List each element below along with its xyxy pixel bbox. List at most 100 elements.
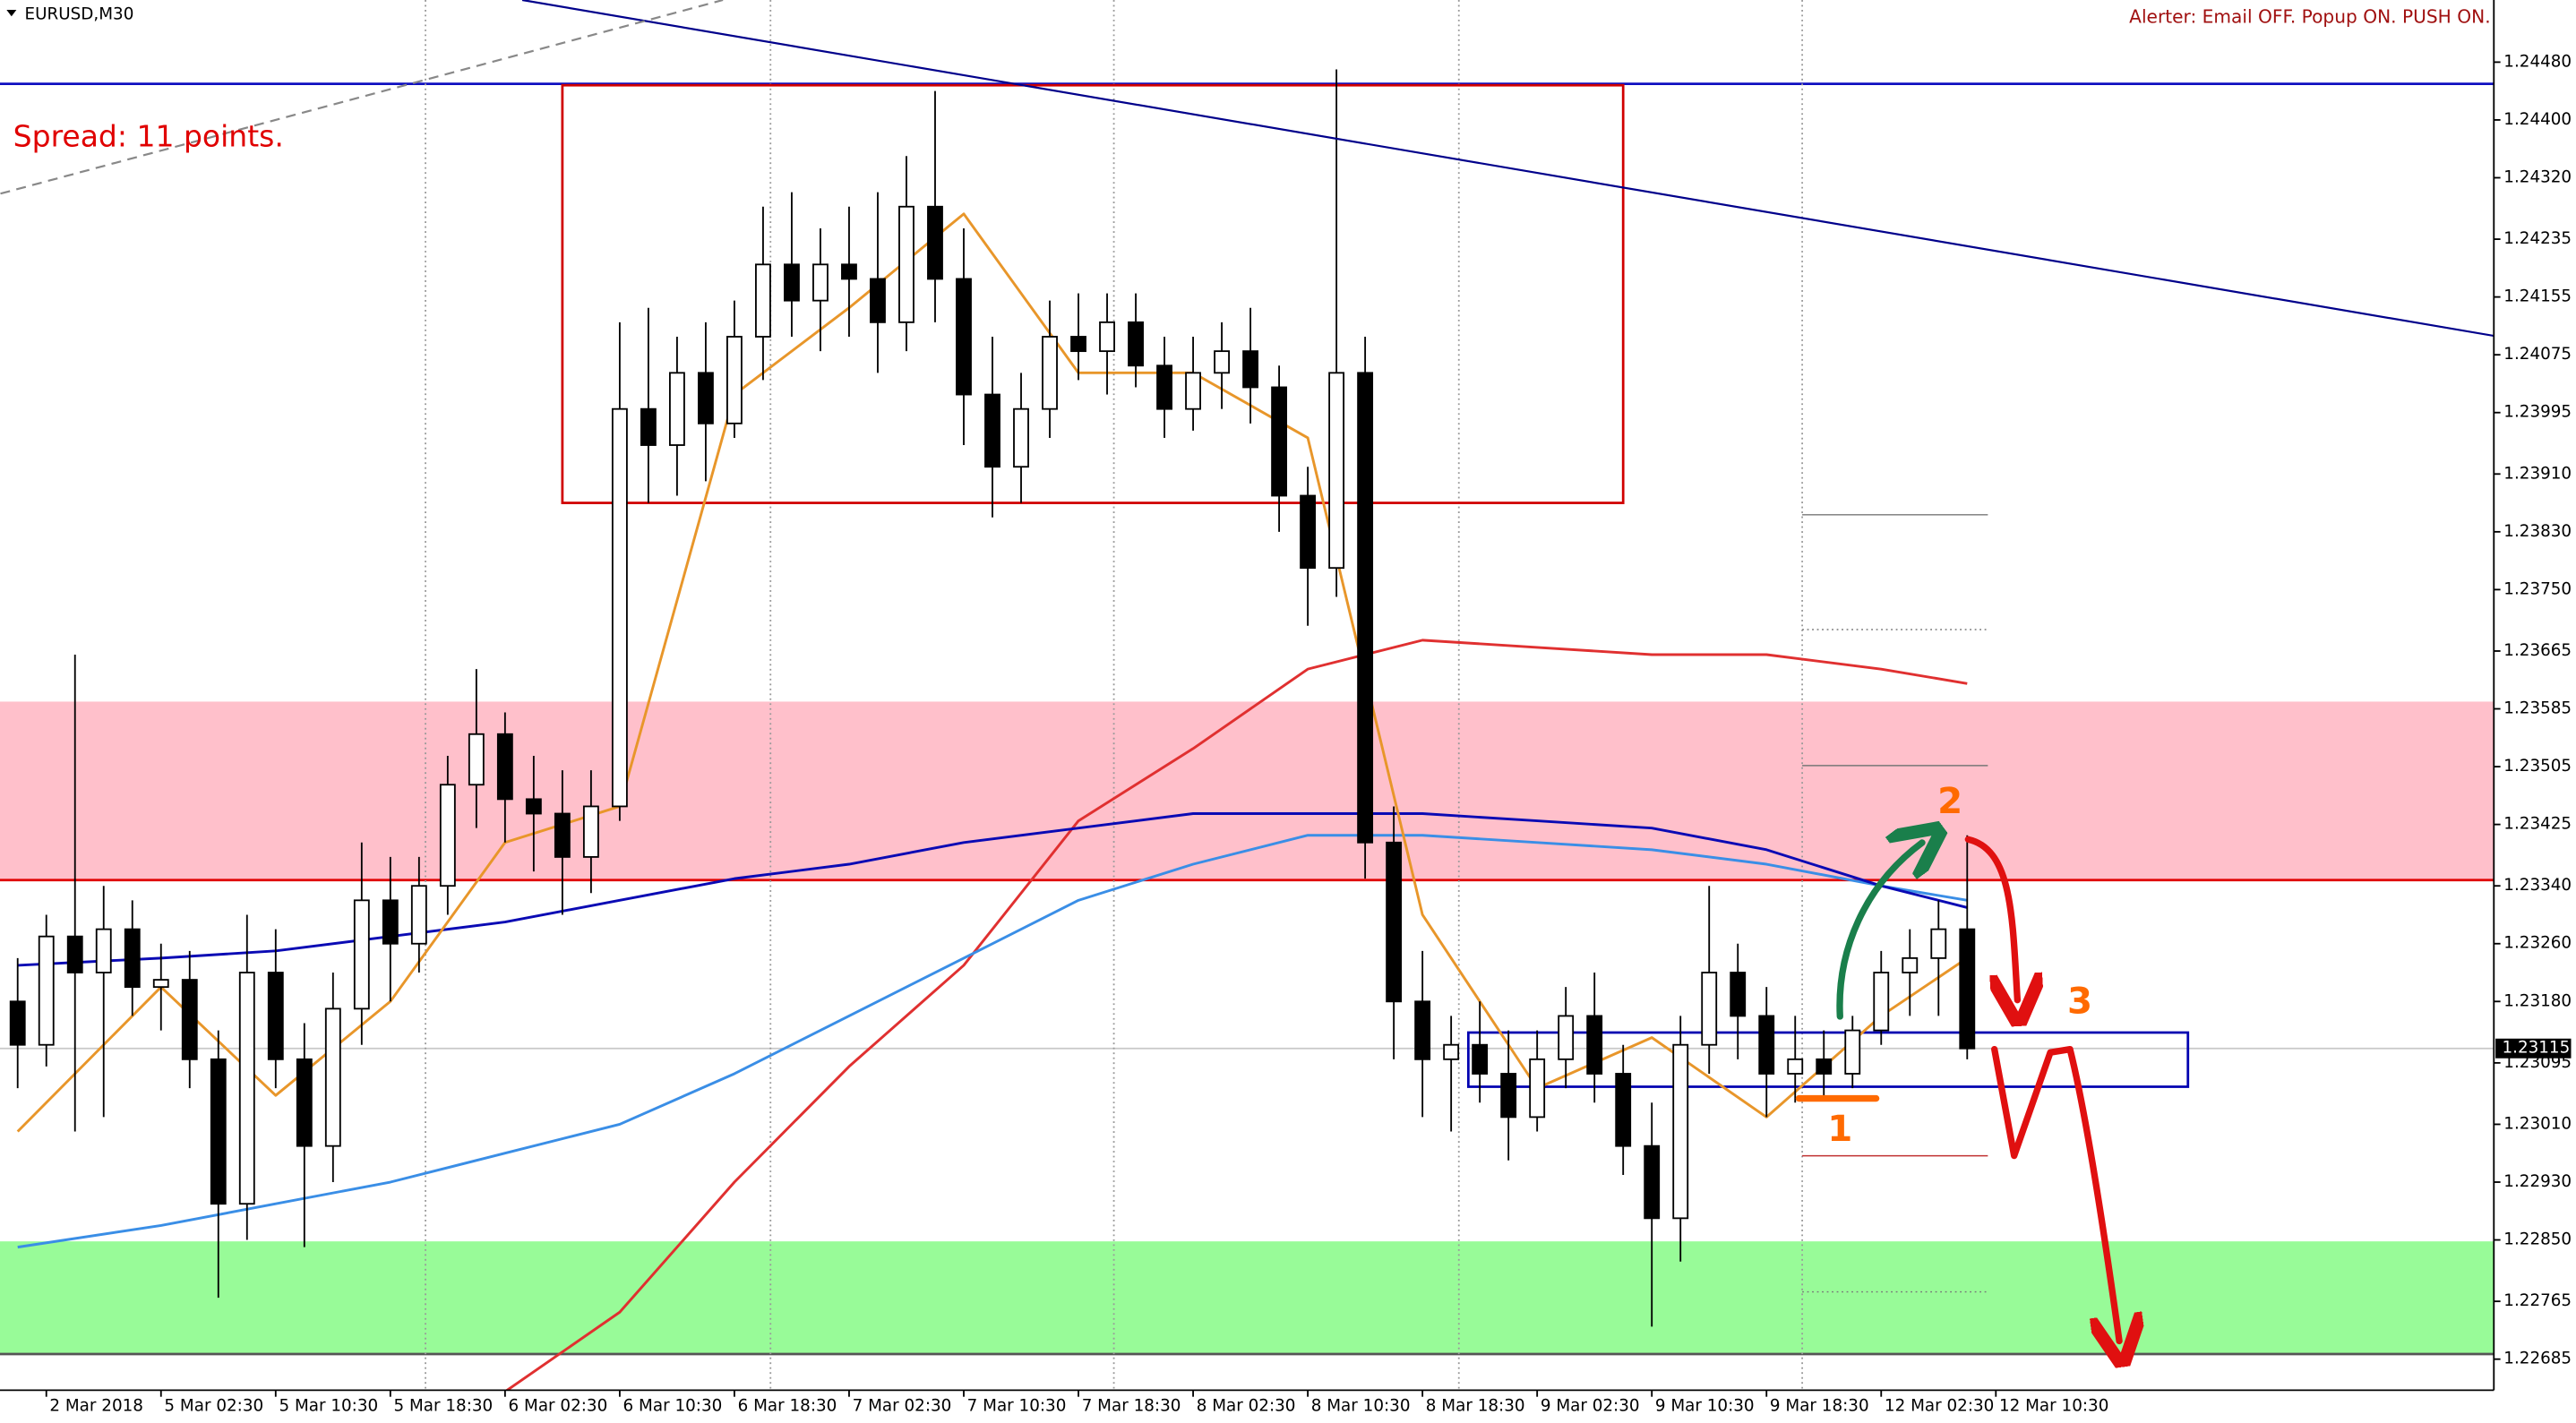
candle-body <box>1558 1015 1575 1060</box>
candle-body <box>1816 1058 1833 1075</box>
candle-body <box>898 205 914 323</box>
candle-body <box>1414 1000 1431 1060</box>
candle-body <box>1902 956 1919 973</box>
candle-body <box>410 885 427 945</box>
y-tick-label: 1.24155 <box>2503 287 2572 306</box>
candle-body <box>66 935 83 973</box>
candle-body <box>1730 972 1747 1017</box>
candle-body <box>1013 407 1029 468</box>
candle-body <box>1300 494 1317 570</box>
candle-body <box>1042 336 1058 410</box>
candle-body <box>1529 1058 1546 1119</box>
y-tick-label: 1.24400 <box>2503 110 2572 129</box>
x-tick-label: 12 Mar 10:30 <box>1999 1397 2108 1416</box>
candle-body <box>124 928 141 989</box>
y-tick-label: 1.22685 <box>2503 1350 2572 1368</box>
x-tick-label: 6 Mar 02:30 <box>509 1397 608 1416</box>
candle-body <box>582 805 599 858</box>
annotation-number: 1 <box>1827 1108 1852 1150</box>
x-tick-label: 8 Mar 02:30 <box>1197 1397 1296 1416</box>
y-tick-label: 1.23830 <box>2503 522 2572 541</box>
candle-body <box>468 733 485 786</box>
candle-body <box>956 278 972 396</box>
hand-drawn-annotations: 1 2 3 <box>1795 780 2119 1341</box>
y-tick-label: 1.24480 <box>2503 52 2572 71</box>
period-separators <box>425 0 1804 1391</box>
candle-body <box>181 979 198 1060</box>
candle-body <box>95 928 112 973</box>
y-tick-label: 1.23425 <box>2503 815 2572 834</box>
candle-body <box>1271 386 1288 497</box>
candle-body <box>726 336 743 424</box>
candle-body <box>324 1007 341 1147</box>
candle-body <box>927 205 943 280</box>
candle-body <box>1185 372 1201 410</box>
x-tick-label: 9 Mar 18:30 <box>1770 1397 1869 1416</box>
y-tick-label: 1.23340 <box>2503 876 2572 895</box>
candle-body <box>1844 1029 1861 1075</box>
x-tick-label: 12 Mar 02:30 <box>1885 1397 1994 1416</box>
candle-body <box>1214 350 1230 374</box>
green-arrow <box>1836 843 1922 1020</box>
price-zone <box>0 1241 2494 1355</box>
spread-label: Spread: 11 points. <box>13 118 284 153</box>
candle-body <box>1758 1015 1775 1075</box>
y-tick-label: 1.23750 <box>2503 579 2572 598</box>
indicator-line <box>17 834 1968 1249</box>
candle-body <box>698 372 714 424</box>
candle-body <box>1328 372 1345 570</box>
candle-body <box>841 263 857 280</box>
y-tick-label: 1.22850 <box>2503 1230 2572 1249</box>
y-tick-label: 1.23910 <box>2503 464 2572 483</box>
y-tick-label: 1.24235 <box>2503 229 2572 248</box>
x-tick-label: 2 Mar 2018 <box>49 1397 143 1416</box>
current-price-label: 1.23115 <box>2502 1039 2570 1058</box>
candle-body <box>353 899 370 1010</box>
indicator-line <box>16 212 1969 1133</box>
annotation-number: 3 <box>2067 980 2092 1022</box>
candle-body <box>210 1058 227 1205</box>
candle-body <box>1959 928 1976 1050</box>
trendline <box>0 0 724 195</box>
candle-body <box>38 935 55 1046</box>
candle-body <box>640 407 657 446</box>
y-tick-label: 1.22765 <box>2503 1291 2572 1310</box>
candle-body <box>1099 321 1115 353</box>
candle-body <box>267 972 284 1060</box>
candle-body <box>496 733 513 801</box>
candle-body <box>1156 364 1172 410</box>
x-tick-label: 7 Mar 10:30 <box>967 1397 1067 1416</box>
y-tick-label: 1.23995 <box>2503 403 2572 422</box>
symbol-title: EURUSD,M30 <box>25 4 134 23</box>
trendline <box>521 0 2494 338</box>
y-tick-label: 1.23585 <box>2503 699 2572 718</box>
candle-body <box>9 1000 26 1046</box>
candle-body <box>1128 321 1144 367</box>
x-tick-label: 8 Mar 18:30 <box>1426 1397 1525 1416</box>
candle-body <box>1873 972 1890 1032</box>
menu-triangle <box>6 9 17 17</box>
candle-body <box>439 784 456 887</box>
x-tick-label: 6 Mar 10:30 <box>623 1397 723 1416</box>
alerter-status: Alerter: Email OFF. Popup ON. PUSH ON. <box>2129 6 2490 28</box>
candle-body <box>870 278 886 323</box>
candle-body <box>1070 336 1086 353</box>
candle-body <box>238 972 255 1205</box>
candle-body <box>1586 1015 1603 1075</box>
candle-body <box>784 263 800 302</box>
y-tick-label: 1.23010 <box>2503 1114 2572 1133</box>
y-tick-label: 1.24075 <box>2503 345 2572 364</box>
drawn-rectangle <box>561 83 1625 504</box>
x-tick-label: 5 Mar 02:30 <box>164 1397 263 1416</box>
candle-body <box>554 812 571 858</box>
candle-body <box>1472 1043 1489 1075</box>
candle-body <box>1443 1043 1460 1060</box>
candle-body <box>1615 1073 1632 1147</box>
y-tick-label: 1.23180 <box>2503 991 2572 1010</box>
y-tick-label: 1.22930 <box>2503 1172 2572 1191</box>
candle-body <box>611 407 628 808</box>
plot-front <box>0 0 2494 1391</box>
price-zone <box>0 701 2494 880</box>
fib-levels <box>1802 514 1988 1293</box>
